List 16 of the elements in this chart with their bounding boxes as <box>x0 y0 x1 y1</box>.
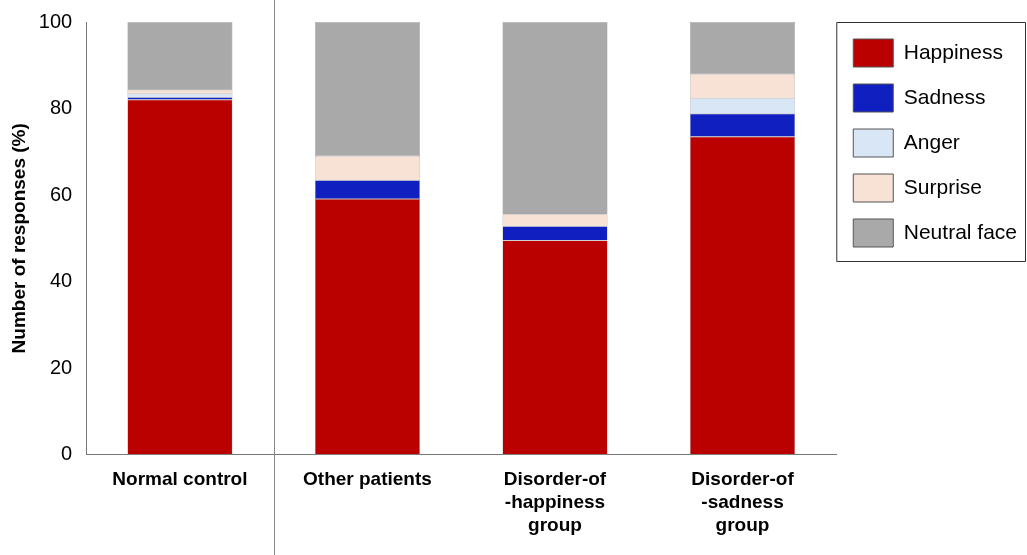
y-tick-label: 40 <box>49 269 73 292</box>
x-tick-label: Other patients <box>303 468 432 490</box>
x-tick-label: Normal control <box>112 468 248 490</box>
x-tick-label: Disorder-of -sadness group <box>691 468 795 535</box>
y-tick-label: 100 <box>38 9 73 32</box>
y-tick-label: 80 <box>49 96 73 119</box>
legend-label: Happiness <box>903 39 1004 63</box>
y-tick-label: 0 <box>61 442 73 465</box>
legend-label: Neutral face <box>903 219 1018 243</box>
legend-label: Surprise <box>903 174 982 198</box>
legend-label: Sadness <box>903 84 986 108</box>
legend-label: Anger <box>903 129 960 153</box>
y-axis-title: Number of responses (%) <box>7 123 29 354</box>
x-tick-label: Disorder-of -happiness group <box>503 468 607 535</box>
y-tick-label: 60 <box>49 182 73 205</box>
y-tick-label: 20 <box>49 355 73 378</box>
